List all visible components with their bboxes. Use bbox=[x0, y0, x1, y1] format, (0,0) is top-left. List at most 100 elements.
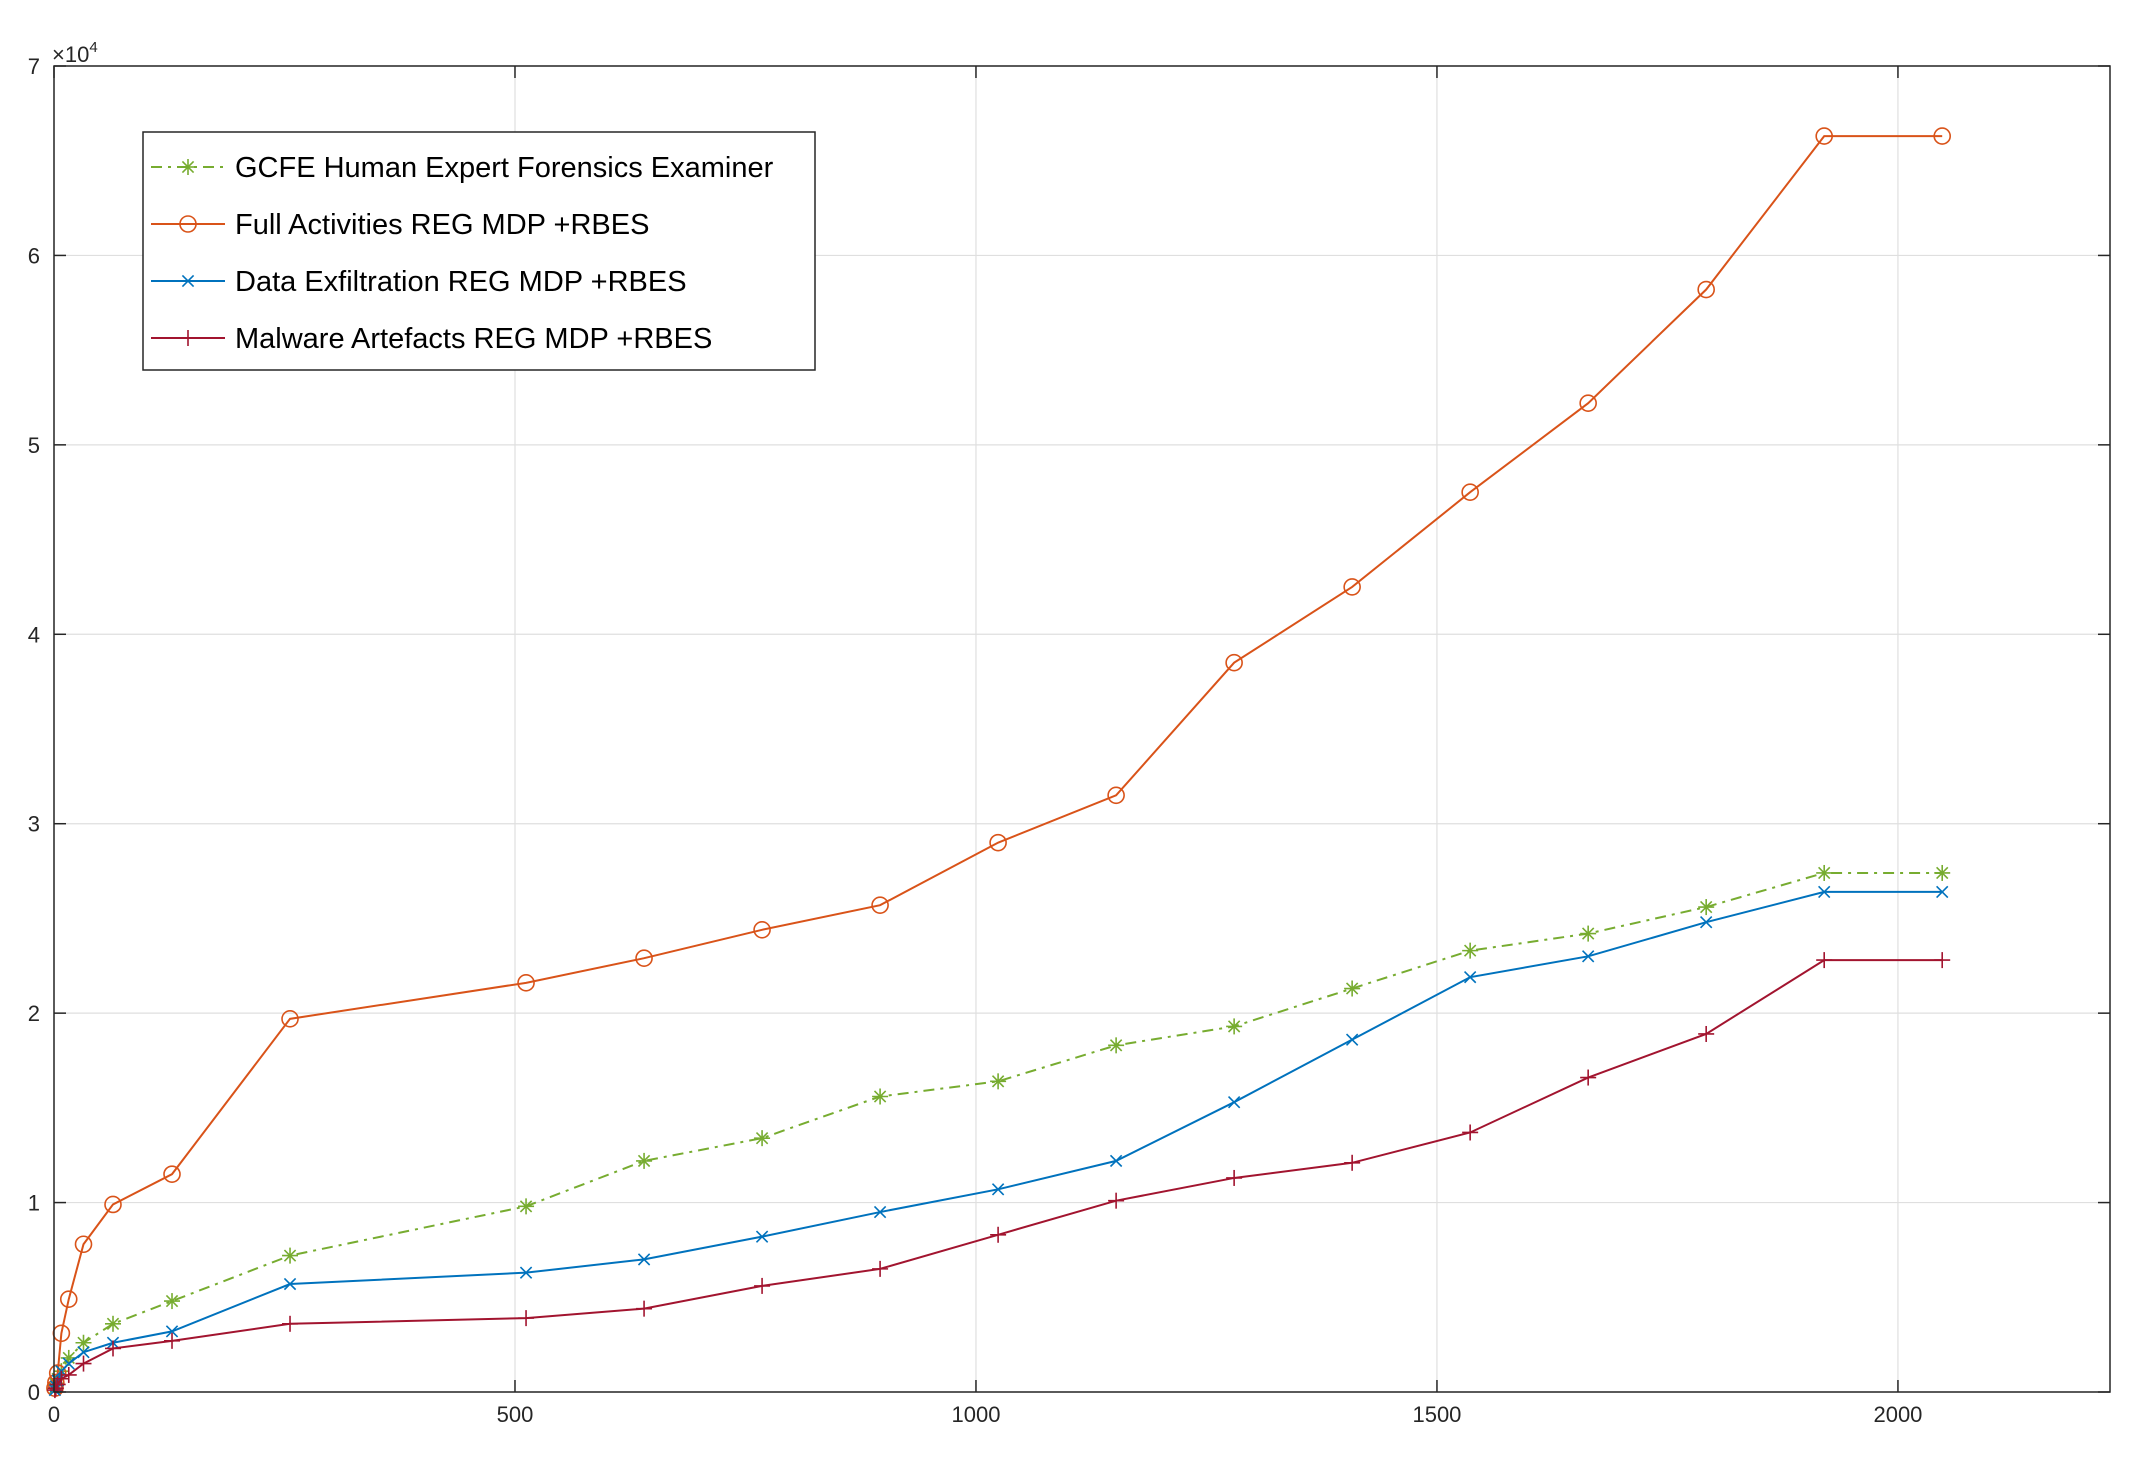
x-tick-label: 1500 bbox=[1412, 1402, 1461, 1427]
data-point bbox=[1108, 1037, 1125, 1054]
data-point bbox=[1343, 578, 1361, 596]
legend-entry: Full Activities REG MDP +RBES bbox=[151, 209, 649, 241]
data-point bbox=[754, 1277, 771, 1294]
data-point bbox=[991, 1183, 1005, 1196]
series-line bbox=[53, 135, 1943, 1389]
x-tick-label: 2000 bbox=[1873, 1402, 1922, 1427]
data-point bbox=[1462, 942, 1479, 959]
legend-marker bbox=[180, 330, 196, 346]
legend-box bbox=[142, 131, 816, 371]
data-point bbox=[873, 1205, 887, 1219]
data-point bbox=[1581, 950, 1595, 963]
legend-marker bbox=[179, 215, 197, 233]
data-point bbox=[77, 1346, 90, 1359]
data-point bbox=[518, 1310, 535, 1327]
x-tick-labels: 0 500 1000 1500 2000 bbox=[48, 1402, 1923, 1427]
data-point bbox=[282, 1247, 299, 1264]
data-point bbox=[1934, 864, 1951, 881]
data-point bbox=[105, 1315, 122, 1332]
data-point bbox=[635, 949, 653, 968]
series-malware-artefacts-reg-mdp-rbes bbox=[46, 952, 1951, 1399]
y-tick-label: 6 bbox=[28, 243, 40, 268]
data-point bbox=[1700, 916, 1713, 929]
data-point bbox=[164, 1293, 181, 1310]
data-point bbox=[1934, 952, 1951, 969]
data-point bbox=[282, 1315, 299, 1332]
y-tick-label: 3 bbox=[28, 812, 40, 837]
data-point bbox=[871, 896, 889, 914]
data-point bbox=[990, 1073, 1007, 1090]
y-axis-exponent: ×104 bbox=[52, 39, 98, 67]
series-data-exfiltration-reg-mdp-rbes bbox=[48, 885, 1949, 1397]
data-point bbox=[755, 1230, 769, 1243]
data-point bbox=[105, 1340, 122, 1357]
data-point bbox=[1107, 786, 1125, 805]
x-tick-label: 500 bbox=[497, 1402, 534, 1427]
data-point bbox=[1462, 1124, 1479, 1141]
data-point bbox=[1109, 1154, 1123, 1168]
data-point bbox=[1227, 1096, 1241, 1109]
tick-marks bbox=[53, 65, 2110, 1393]
data-point bbox=[62, 1357, 75, 1370]
series-gcfe-human-expert-forensics-examiner bbox=[46, 864, 1951, 1397]
x-tick-label: 0 bbox=[48, 1402, 60, 1427]
legend: GCFE Human Expert Forensics Examiner Full… bbox=[142, 131, 816, 371]
x-tick-label: 1000 bbox=[951, 1402, 1000, 1427]
y-tick-label: 5 bbox=[28, 433, 40, 458]
data-point bbox=[1933, 127, 1952, 145]
data-point bbox=[636, 1152, 653, 1169]
data-point bbox=[47, 1380, 64, 1397]
y-tick-label: 0 bbox=[28, 1380, 40, 1405]
data-point bbox=[1345, 1033, 1359, 1046]
data-point bbox=[1579, 394, 1597, 412]
y-tick-label: 7 bbox=[28, 54, 40, 79]
data-point bbox=[74, 1235, 93, 1254]
legend-entry: GCFE Human Expert Forensics Examiner bbox=[151, 152, 774, 184]
data-point bbox=[872, 1260, 889, 1277]
legend-marker bbox=[180, 159, 196, 175]
series-line bbox=[53, 890, 1943, 1391]
data-point bbox=[1461, 483, 1479, 502]
data-point bbox=[1580, 925, 1597, 942]
legend-label: Malware Artefacts REG MDP +RBES bbox=[235, 323, 712, 355]
data-point bbox=[1936, 885, 1949, 899]
data-point bbox=[281, 1010, 299, 1028]
data-point bbox=[1816, 952, 1833, 969]
data-point bbox=[1698, 899, 1715, 916]
data-point bbox=[75, 1355, 92, 1372]
data-point bbox=[104, 1195, 122, 1214]
legend-entry: Malware Artefacts REG MDP +RBES bbox=[151, 323, 712, 355]
data-point bbox=[75, 1334, 92, 1351]
data-point bbox=[53, 1370, 70, 1387]
data-point bbox=[990, 1226, 1007, 1243]
series-line bbox=[54, 959, 1943, 1391]
data-point bbox=[1818, 885, 1831, 899]
data-point bbox=[1697, 280, 1715, 299]
data-point bbox=[165, 1325, 179, 1338]
data-point bbox=[1226, 1169, 1243, 1186]
data-point bbox=[754, 1130, 771, 1147]
series-layer bbox=[46, 127, 1952, 1399]
data-point bbox=[637, 1253, 651, 1266]
data-point bbox=[1816, 864, 1833, 881]
data-point bbox=[1698, 1025, 1715, 1042]
y-exponent-power: 4 bbox=[89, 39, 97, 56]
legend-label: Data Exfiltration REG MDP +RBES bbox=[235, 266, 687, 298]
data-point bbox=[519, 1266, 533, 1279]
legend-label: Full Activities REG MDP +RBES bbox=[235, 209, 649, 241]
data-point bbox=[989, 833, 1007, 852]
y-exponent-base: ×10 bbox=[52, 42, 89, 67]
data-point bbox=[60, 1366, 77, 1383]
data-point bbox=[1226, 1018, 1243, 1035]
y-tick-label: 1 bbox=[28, 1191, 40, 1216]
y-tick-labels: 0 1 2 3 4 5 6 7 bbox=[28, 54, 40, 1405]
data-point bbox=[1815, 127, 1833, 145]
y-tick-label: 2 bbox=[28, 1001, 40, 1026]
data-point bbox=[59, 1290, 78, 1308]
data-point bbox=[1580, 1069, 1597, 1086]
data-point bbox=[164, 1332, 181, 1349]
y-tick-label: 4 bbox=[28, 622, 40, 647]
data-point bbox=[518, 1198, 535, 1215]
data-point bbox=[1344, 980, 1361, 997]
